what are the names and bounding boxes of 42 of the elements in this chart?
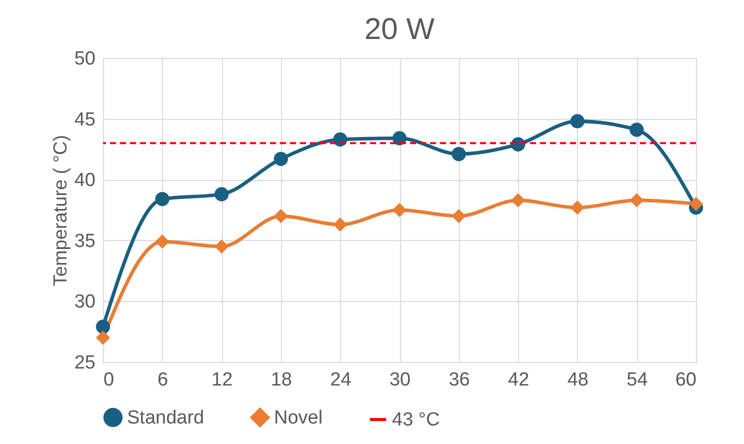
x-tick-label: 48: [567, 370, 588, 390]
x-tick-label: 36: [448, 370, 470, 390]
y-axis-title: Temperature ( °C): [50, 134, 72, 286]
x-tick-label: 60: [675, 370, 696, 390]
point: [630, 122, 644, 137]
point: [452, 209, 466, 224]
point: [333, 218, 348, 232]
point: [570, 200, 584, 215]
legend-label: Novel: [274, 407, 323, 428]
point: [96, 320, 110, 334]
x-tick-label: 24: [330, 370, 352, 390]
y-tick-label: 40: [74, 170, 96, 192]
y-tick-label: 35: [74, 230, 96, 252]
point: [155, 234, 170, 249]
point: [214, 239, 229, 254]
x-tick-label: 54: [626, 370, 648, 390]
point: [214, 187, 229, 202]
point: [96, 330, 110, 345]
point: [155, 192, 170, 206]
legend-label: Standard: [127, 407, 204, 428]
x-tick-label: 42: [508, 370, 530, 390]
y-tick-label: 50: [74, 48, 96, 70]
x-tick-label: 18: [270, 370, 292, 390]
x-tick-label: 12: [212, 370, 233, 390]
point: [333, 132, 348, 147]
point: [392, 202, 407, 218]
point: [274, 152, 288, 166]
point: [688, 196, 704, 211]
y-tick-label: 30: [74, 292, 96, 313]
x-tick-label: 30: [389, 370, 411, 390]
point: [570, 114, 584, 128]
x-tick-label: 0: [104, 370, 114, 390]
point: [630, 193, 644, 208]
legend-label: 43 °C: [392, 410, 440, 430]
point: [392, 131, 407, 146]
point: [511, 193, 526, 208]
chart-title: 20 W: [364, 13, 436, 46]
y-tick-label: 45: [74, 109, 96, 130]
point: [452, 147, 466, 162]
point: [274, 209, 288, 224]
y-tick-label: 25: [74, 352, 96, 374]
x-tick-label: 6: [158, 370, 168, 390]
